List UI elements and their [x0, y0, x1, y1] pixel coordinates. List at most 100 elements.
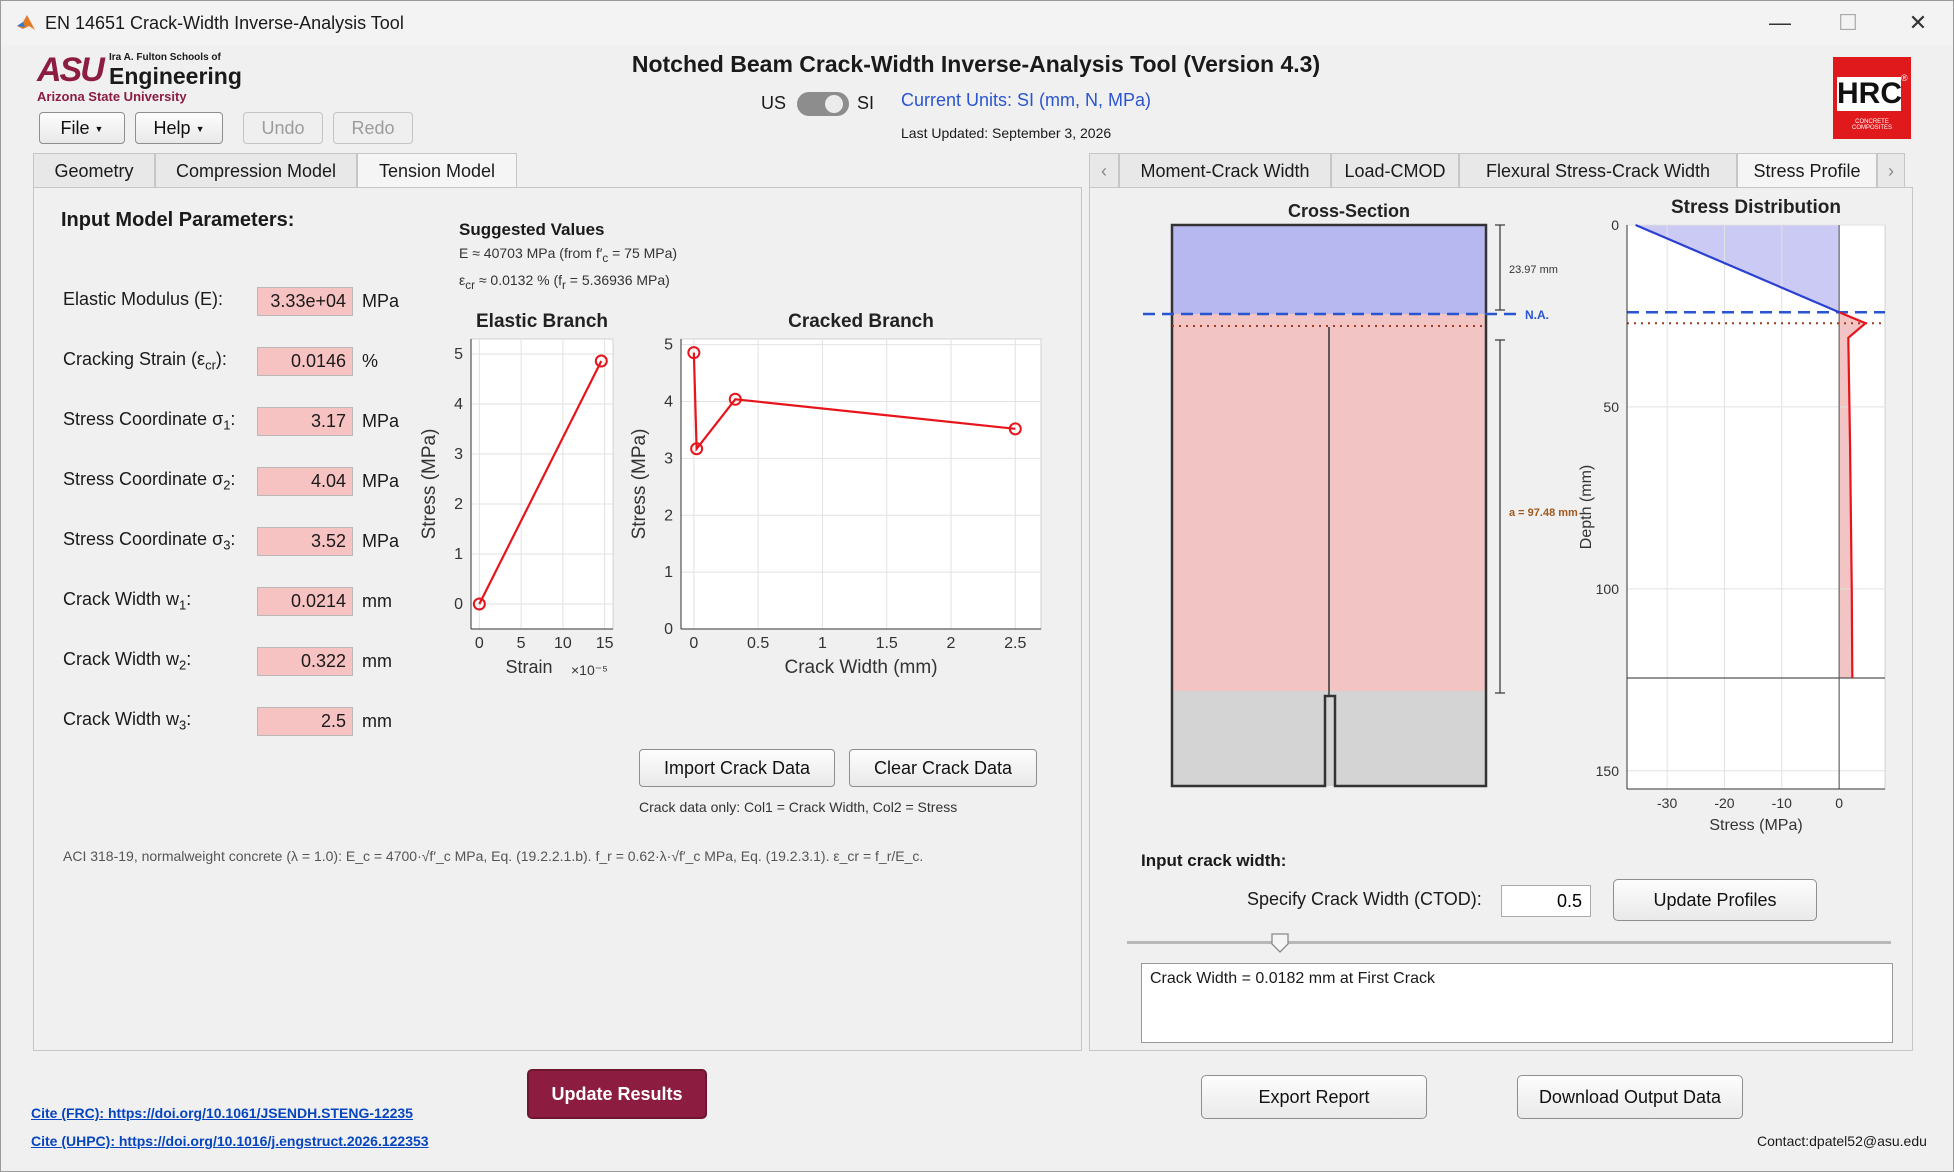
tab-scroll-right-icon[interactable]: ›	[1877, 153, 1905, 187]
param-field-2[interactable]: 0.0146	[257, 347, 353, 376]
param-label-end: ):	[215, 349, 227, 369]
tab-geometry[interactable]: Geometry	[33, 153, 155, 187]
data-point	[1008, 422, 1022, 436]
hrc-logo-text: HRC	[1837, 77, 1902, 111]
update-profiles-button[interactable]: Update Profiles	[1613, 879, 1817, 921]
x-axis-label: Strain	[505, 657, 552, 677]
series-line	[478, 360, 603, 605]
y-axis-label: Stress (MPa)	[631, 429, 650, 540]
tab-moment-crack-width[interactable]: Moment-Crack Width	[1119, 153, 1331, 187]
cite-uhpc-link[interactable]: Cite (UHPC): https://doi.org/10.1016/j.e…	[31, 1133, 429, 1149]
update-results-button[interactable]: Update Results	[527, 1069, 707, 1119]
redo-button[interactable]: Redo	[333, 112, 413, 144]
y-tick-label: 5	[664, 337, 673, 354]
param-label-sub: 1	[179, 597, 187, 613]
y-tick-label: 3	[454, 446, 463, 463]
unit-si-label: SI	[857, 93, 875, 113]
x-axis-label: Stress (MPa)	[1709, 817, 1802, 834]
data-point	[690, 442, 704, 456]
param-label-end: :	[230, 409, 236, 429]
slider-thumb-icon	[1271, 933, 1289, 953]
x-tick-label: -30	[1657, 795, 1677, 811]
param-label-text: Crack Width w	[63, 649, 180, 669]
y-tick-label: 0	[454, 596, 463, 613]
plot-area	[470, 338, 614, 630]
close-button[interactable]: ✕	[1908, 10, 1928, 35]
param-field-8[interactable]: 2.5	[257, 707, 353, 736]
title-bar: EN 14651 Crack-Width Inverse-Analysis To…	[1, 1, 1953, 45]
clear-crack-data-button[interactable]: Clear Crack Data	[849, 749, 1037, 787]
tab-flexural-stress-crack-width[interactable]: Flexural Stress-Crack Width	[1459, 153, 1737, 187]
param-field-4[interactable]: 4.04	[257, 467, 353, 496]
param-unit-8: mm	[362, 711, 392, 731]
y-tick-label: 100	[1596, 581, 1620, 597]
param-label-sub: 1	[223, 417, 231, 433]
ctod-slider-track[interactable]	[1127, 941, 1891, 944]
param-unit-6: mm	[362, 591, 392, 611]
param-label-2: Cracking Strain (εcr):	[63, 349, 227, 373]
logo-small-text: Ira A. Fulton Schools of	[109, 52, 221, 63]
param-label-text: Crack Width w	[63, 709, 180, 729]
minimize-button[interactable]: —	[1769, 10, 1791, 35]
y-tick-label: 4	[454, 396, 463, 413]
x-tick-label: 1	[818, 635, 827, 652]
data-point	[594, 354, 608, 368]
param-label-text: Cracking Strain (ε	[63, 349, 206, 369]
unit-toggle-switch[interactable]	[797, 92, 849, 116]
suggested-heading: Suggested Values	[459, 220, 605, 239]
tab-stress-profile[interactable]: Stress Profile	[1737, 153, 1877, 189]
help-menu-button[interactable]: Help ▼	[135, 112, 223, 144]
ctod-slider-thumb[interactable]	[1271, 933, 1289, 953]
param-field-5[interactable]: 3.52	[257, 527, 353, 556]
tab-load-cmod[interactable]: Load-CMOD	[1331, 153, 1459, 187]
y-tick-label: 4	[664, 394, 673, 411]
suggested-ecr-text: ε	[459, 272, 466, 288]
param-label-text: Crack Width w	[63, 589, 180, 609]
x-tick-label: 0	[475, 635, 484, 652]
file-menu-button[interactable]: File ▼	[39, 112, 125, 144]
param-label-sub: cr	[205, 357, 216, 373]
param-field-3[interactable]: 3.17	[257, 407, 353, 436]
param-unit-5: MPa	[362, 531, 400, 551]
param-field-6[interactable]: 0.0214	[257, 587, 353, 616]
param-field-7[interactable]: 0.322	[257, 647, 353, 676]
import-crack-data-button[interactable]: Import Crack Data	[639, 749, 835, 787]
suggested-fr-sub: r	[562, 278, 566, 292]
param-label-end: :	[230, 469, 236, 489]
param-label-end: :	[186, 649, 192, 669]
param-label-sub: 2	[179, 657, 187, 673]
param-field-1[interactable]: 3.33e+04	[257, 287, 353, 316]
param-label-5: Stress Coordinate σ3:	[63, 529, 235, 553]
suggested-ecr: εcr ≈ 0.0132 % (fr = 5.36936 MPa)	[459, 272, 670, 292]
ctod-input[interactable]	[1501, 885, 1591, 917]
contact-text: Contact:dpatel52@asu.edu	[1757, 1133, 1927, 1149]
x-tick-label: 15	[596, 635, 614, 652]
crack-data-note: Crack data only: Col1 = Crack Width, Col…	[639, 799, 958, 815]
x-multiplier-label: ×10⁻⁵	[571, 662, 608, 678]
tab-tension-model[interactable]: Tension Model	[357, 153, 517, 189]
right-tab-bar: ‹ Moment-Crack Width Load-CMOD Flexural …	[1089, 153, 1913, 189]
param-unit-3: MPa	[362, 411, 400, 431]
cite-frc-link[interactable]: Cite (FRC): https://doi.org/10.1061/JSEN…	[31, 1105, 413, 1121]
tab-scroll-left-icon[interactable]: ‹	[1089, 153, 1119, 187]
param-label-text: Stress Coordinate σ	[63, 469, 224, 489]
toggle-knob	[825, 95, 843, 113]
undo-button[interactable]: Undo	[243, 112, 323, 144]
param-unit-1: MPa	[362, 291, 400, 311]
x-tick-label: 2.5	[1004, 635, 1026, 652]
cracked-branch-chart: 0 0.5 1 1.5 2 2.5 0 1 2 3 4 5 Cracked Branch Crack Wi…	[631, 311, 1042, 678]
x-tick-label: -10	[1772, 795, 1792, 811]
left-tab-bar: Geometry Compression Model Tension Model	[33, 153, 1083, 189]
series-line	[1635, 223, 1840, 314]
x-tick-label: 0.5	[747, 635, 769, 652]
export-report-button[interactable]: Export Report	[1201, 1075, 1427, 1119]
param-label-4: Stress Coordinate σ2:	[63, 469, 235, 493]
maximize-button[interactable]: ☐	[1838, 10, 1858, 35]
tab-compression-model[interactable]: Compression Model	[155, 153, 357, 187]
suggested-ecr-text3: = 5.36936 MPa)	[565, 272, 670, 288]
y-tick-label: 3	[664, 450, 673, 467]
download-output-button[interactable]: Download Output Data	[1517, 1075, 1743, 1119]
ctod-label: Specify Crack Width (CTOD):	[1247, 889, 1482, 909]
y-tick-label: 150	[1596, 763, 1620, 779]
